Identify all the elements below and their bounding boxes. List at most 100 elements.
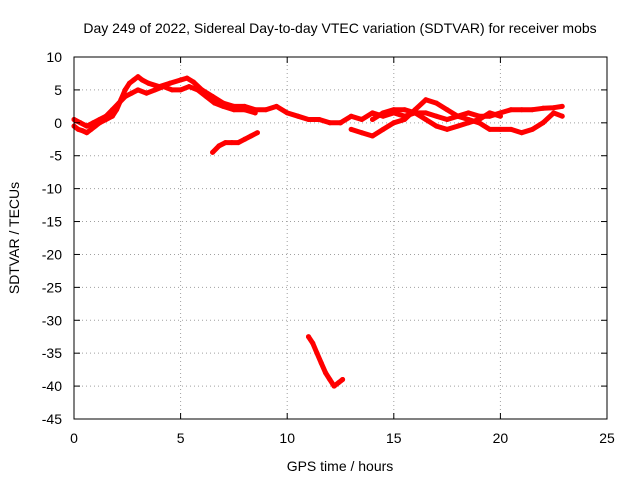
data-point [152,87,158,93]
data-point [529,126,535,132]
data-point [122,94,128,99]
data-point [476,117,482,122]
data-point [487,126,493,132]
data-point [316,117,322,122]
data-point [306,334,311,340]
data-point [508,126,514,132]
data-point [135,87,141,93]
data-point [84,130,90,136]
data-point [455,123,461,129]
series-satellite-arc-6 [348,97,565,139]
data-point [295,113,301,119]
data-point [423,117,429,122]
y-tick-label: -10 [42,181,62,197]
x-tick-label: 25 [599,430,615,446]
data-point [318,360,324,366]
data-point [444,126,450,132]
series-satellite-arc-4 [306,334,346,389]
data-point [348,126,354,132]
data-point [75,126,81,132]
data-point [497,113,503,119]
y-tick-label: -25 [42,279,62,295]
data-point [252,110,258,116]
data-point [220,103,226,109]
data-point [109,107,115,113]
data-point [519,107,525,113]
data-point [167,80,173,86]
data-point [222,140,228,146]
data-point [340,377,346,382]
data-point [88,126,94,132]
data-point [465,110,471,116]
plot-frame [73,56,608,420]
data-point [433,113,439,119]
data-point [248,133,254,139]
data-point [359,130,365,136]
data-point [216,143,222,149]
data-point [242,136,248,142]
data-point [380,110,386,116]
data-point [169,87,175,93]
data-point [242,107,248,113]
data-point [380,126,386,132]
data-point [131,77,137,83]
data-point [144,90,149,96]
x-tick-label: 10 [279,430,295,446]
y-tick-label: 0 [54,115,62,131]
data-point [559,103,565,109]
data-point [508,107,514,113]
data-point [331,383,337,389]
data-point [263,107,269,113]
data-point [186,84,192,90]
data-point [161,84,166,90]
data-point [90,120,96,126]
data-point [423,110,429,116]
data-point [402,117,407,122]
data-point [195,87,201,93]
data-point [314,350,320,356]
data-point [146,80,152,86]
data-point [529,107,535,113]
data-point [487,110,493,116]
data-point [412,110,418,116]
data-point [254,130,260,136]
data-point [231,107,237,113]
series-satellite-arc-2 [71,84,258,129]
data-point [444,117,450,122]
data-point [77,120,83,126]
y-tick-label: 5 [54,82,62,98]
x-tick-label: 15 [386,430,402,446]
data-point [323,370,329,376]
y-tick-label: 10 [46,49,62,65]
data-point [540,120,546,126]
data-point [359,117,365,122]
data-point [423,97,429,103]
data-point [274,103,279,109]
data-point [327,377,333,382]
data-point [327,120,333,126]
data-point [126,80,132,86]
data-point [178,87,184,93]
chart-title: Day 249 of 2022, Sidereal Day-to-day VTE… [83,20,596,36]
data-point [135,74,141,80]
data-point [190,79,196,85]
series-satellite-arc-1 [71,74,343,136]
data-point [519,130,525,136]
data-point [122,87,128,93]
data-point [139,77,145,83]
y-tick-label: -15 [42,214,62,230]
y-tick-label: -30 [42,312,62,328]
y-tick-label: -5 [50,148,63,164]
data-point [184,75,190,81]
y-axis-label: SDTVAR / TECUs [6,182,22,294]
data-point [103,113,109,119]
data-point [497,126,503,132]
data-point [212,100,218,106]
data-point [465,120,471,126]
series-satellite-arc-7 [370,107,503,132]
data-point [116,100,122,106]
data-point [210,149,216,155]
data-point [370,117,375,122]
data-point [129,90,135,96]
